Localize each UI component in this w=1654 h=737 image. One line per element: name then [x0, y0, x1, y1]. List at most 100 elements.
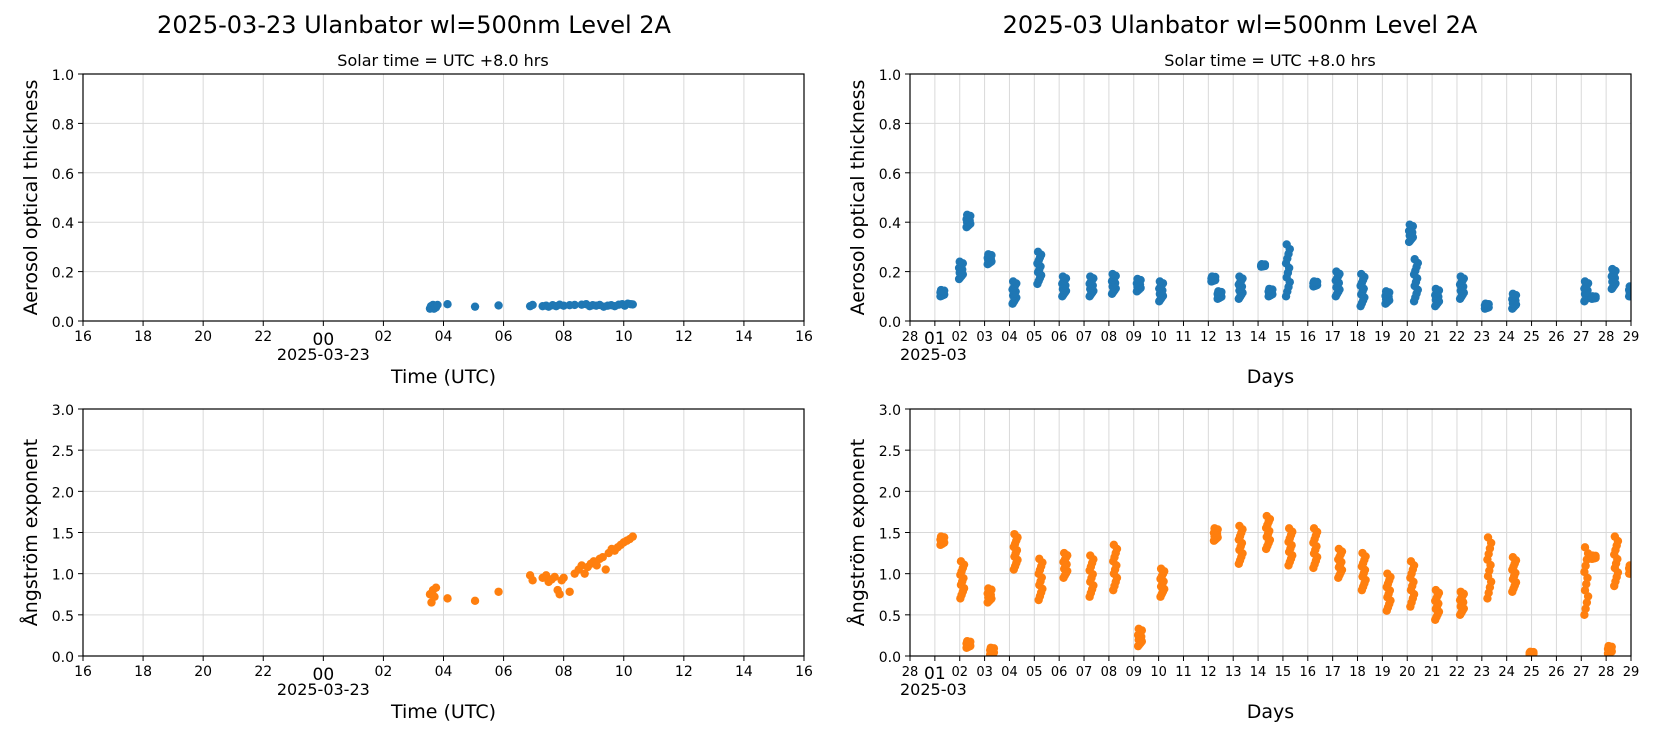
x-tick-label: 04 [435, 664, 453, 680]
x-tick-label: 22 [254, 664, 272, 680]
y-tick-label: 1.5 [52, 527, 74, 543]
data-point [570, 300, 579, 310]
x-tick-label: 00 [313, 330, 335, 350]
x-tick-label: 03 [976, 330, 993, 345]
x-tick-label: 06 [495, 664, 513, 680]
right-title: 2025-03 Ulanbator wl=500nm Level 2A [1003, 11, 1478, 39]
plot-frame [82, 408, 805, 657]
x-tick-label: 18 [1349, 330, 1366, 345]
data-point [1133, 274, 1142, 284]
data-point [494, 587, 503, 596]
x-tick-label: 24 [1498, 330, 1515, 345]
x-tick-label: 16 [795, 329, 813, 345]
x-tick-label: 09 [1125, 330, 1142, 345]
x-tick-label: 20 [1399, 665, 1416, 680]
data-point [1588, 551, 1597, 560]
data-point [470, 596, 480, 606]
data-point [598, 553, 607, 562]
data-point [1262, 511, 1271, 521]
y-tick-label: 1.0 [879, 568, 901, 584]
x-tick-label: 11 [1175, 665, 1192, 680]
x-tick-label: 10 [615, 329, 633, 345]
data-point [1235, 521, 1244, 531]
x-tick-label: 02 [951, 330, 968, 345]
data-point [962, 636, 972, 646]
data-point [1431, 284, 1441, 294]
x-tick-label: 08 [555, 329, 573, 345]
x-axis-label: Days [1247, 366, 1294, 388]
data-point [1508, 289, 1518, 299]
data-point [433, 300, 442, 310]
x-tick-label: 07 [1076, 665, 1093, 680]
data-point [1284, 524, 1294, 533]
data-point [1406, 557, 1416, 566]
y-tick-label: 0.8 [52, 117, 74, 133]
data-point [936, 532, 946, 541]
data-point [1033, 247, 1043, 257]
data-point [580, 569, 589, 578]
date-label: 2025-03 [900, 345, 967, 364]
data-point [565, 587, 574, 596]
data-point [1086, 551, 1095, 560]
x-tick-label: 19 [1374, 330, 1391, 345]
data-point [601, 565, 610, 574]
data-point [470, 302, 480, 311]
x-tick-label: 25 [1523, 330, 1540, 345]
data-point [955, 257, 964, 266]
monthly-aod-chart: 0.0 0.2 0.4 0.6 0.8 1.0 28 01 02 03 04 05 06 07 08 09 10… [847, 68, 1639, 388]
data-point [1604, 641, 1613, 651]
x-tick-label: 10 [615, 664, 633, 680]
x-axis-label: Days [1247, 701, 1294, 723]
data-point [1109, 540, 1119, 550]
x-tick-label: 08 [555, 664, 573, 680]
data-point [1008, 277, 1018, 286]
x-tick-label: 16 [74, 329, 92, 345]
y-tick-label: 1.5 [879, 527, 901, 543]
x-tick-label: 10 [1150, 330, 1167, 345]
plot-frame [909, 408, 1632, 657]
x-tick-label: 28 [1598, 330, 1615, 345]
data-points [425, 532, 637, 607]
x-tick-label: 26 [1548, 665, 1565, 680]
y-tick-label: 0.0 [879, 650, 901, 666]
y-tick-label: 0.6 [879, 167, 901, 183]
data-point [1210, 524, 1219, 533]
data-point [1309, 277, 1319, 286]
x-tick-label: 28 [902, 665, 919, 680]
y-tick-label: 3.0 [879, 403, 901, 419]
x-tick-label: 21 [1424, 665, 1441, 680]
plot-frame [909, 73, 1632, 322]
data-point [1383, 569, 1392, 578]
x-tick-label: 27 [1573, 330, 1590, 345]
data-point [1405, 220, 1414, 229]
x-tick-label: 04 [435, 329, 453, 345]
x-tick-label: 16 [795, 664, 813, 680]
data-point [1156, 564, 1166, 573]
data-point [1610, 532, 1620, 541]
data-point [1265, 284, 1274, 294]
y-tick-label: 0.2 [52, 266, 74, 282]
data-point [559, 301, 568, 310]
x-tick-label: 20 [1399, 330, 1416, 345]
x-tick-label: 12 [675, 329, 693, 345]
y-axis-label: Ångström exponent [846, 439, 869, 627]
data-point [528, 576, 537, 585]
data-point [1332, 267, 1341, 276]
y-tick-label: 0.4 [52, 216, 74, 232]
y-tick-label: 0.4 [879, 216, 901, 232]
monthly-angstrom-chart: 0.0 0.5 1.0 1.5 2.0 2.5 3.0 28 01 02 03 04 05 06 07 08 0… [846, 403, 1639, 723]
right-subtitle: Solar time = UTC +8.0 hrs [1164, 51, 1375, 70]
y-tick-label: 1.0 [879, 68, 901, 84]
data-point [528, 300, 537, 310]
x-tick-label: 20 [194, 664, 212, 680]
x-tick-label: 12 [675, 664, 693, 680]
x-tick-label: 14 [1250, 330, 1267, 345]
data-point [1410, 255, 1419, 264]
data-point [494, 301, 503, 310]
data-point [431, 583, 441, 592]
y-tick-label: 3.0 [52, 403, 74, 419]
y-axis-label: Ångström exponent [19, 439, 42, 627]
x-tick-label: 14 [735, 664, 753, 680]
x-tick-label: 04 [1001, 330, 1018, 345]
x-tick-label: 08 [1101, 665, 1118, 680]
